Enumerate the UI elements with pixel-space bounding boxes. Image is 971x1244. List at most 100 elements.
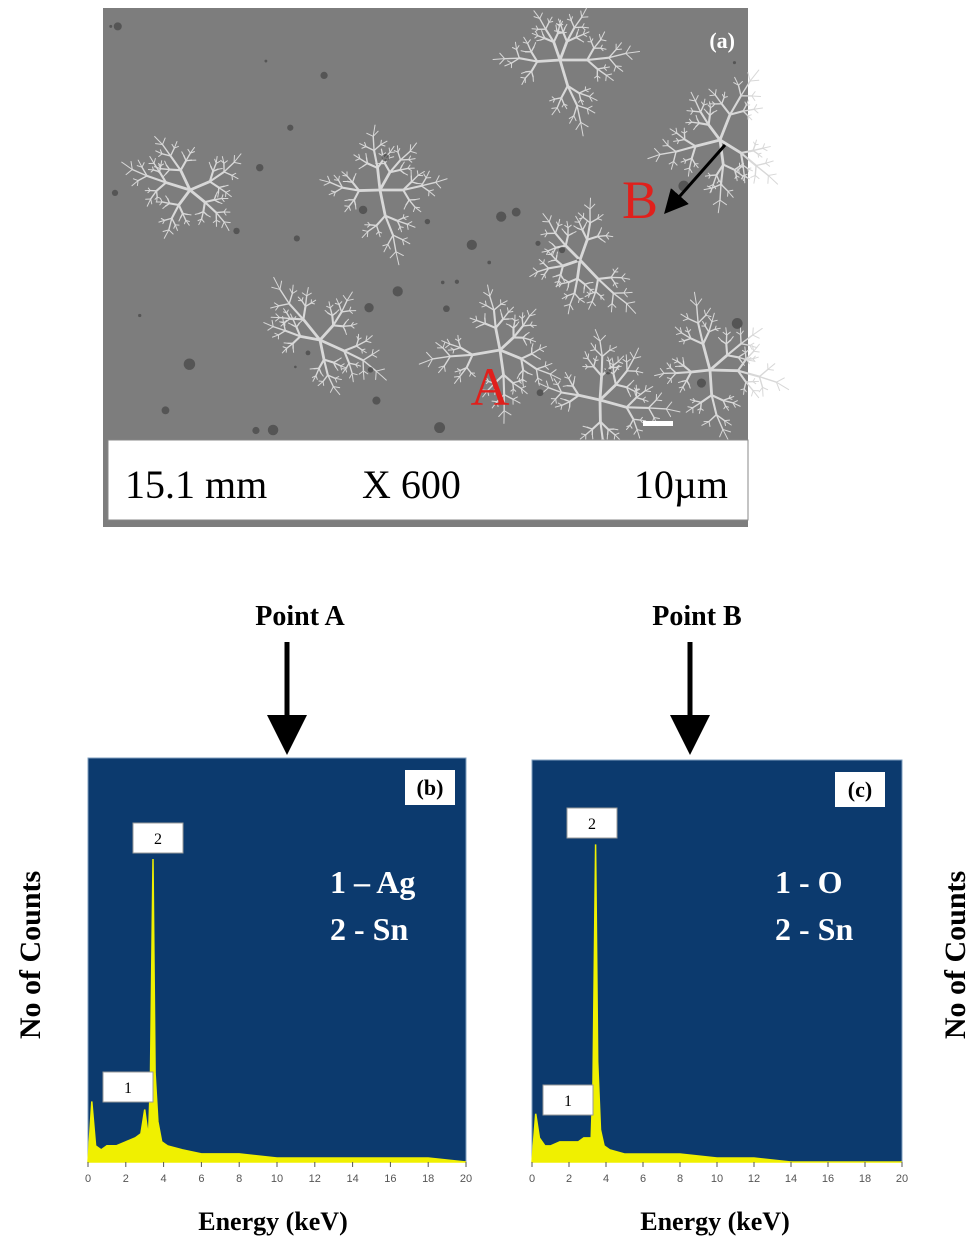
- dendrite: [403, 215, 404, 218]
- dendrite: [341, 366, 342, 370]
- dendrite: [754, 142, 756, 145]
- dendrite: [701, 402, 702, 408]
- speck: [256, 164, 263, 171]
- speck: [138, 314, 141, 317]
- panel-label: (c): [848, 777, 872, 802]
- speck: [537, 389, 544, 396]
- magnification: X 600: [362, 462, 461, 507]
- dendrite: [526, 71, 532, 72]
- speck: [294, 366, 297, 369]
- dendrite: [290, 319, 303, 320]
- dendrite: [756, 163, 766, 165]
- dendrite: [683, 357, 684, 361]
- speck: [697, 378, 706, 387]
- dendrite: [752, 96, 761, 97]
- dendrite: [745, 352, 746, 359]
- speck: [233, 228, 239, 234]
- x-tick-label: 8: [677, 1173, 683, 1185]
- dendrite: [183, 213, 188, 214]
- speck: [268, 425, 278, 435]
- speck: [577, 259, 580, 262]
- dendrite: [753, 151, 758, 154]
- x-tick-label: 10: [711, 1173, 723, 1185]
- speck: [559, 247, 565, 253]
- dendrite: [768, 364, 775, 370]
- speck: [443, 305, 450, 312]
- dendrite: [376, 371, 377, 379]
- dendrite: [521, 77, 526, 78]
- speck: [364, 303, 373, 312]
- x-tick-label: 20: [460, 1173, 472, 1185]
- speck: [733, 61, 736, 64]
- speck: [162, 406, 170, 414]
- dendrite: [454, 376, 460, 377]
- dendrite: [759, 377, 762, 388]
- panel-label: (b): [417, 775, 444, 800]
- dendrite: [744, 389, 745, 395]
- x-tick-label: 2: [123, 1173, 129, 1185]
- dendrite: [755, 166, 756, 176]
- dendrite: [750, 70, 759, 81]
- dendrite: [332, 316, 333, 326]
- x-tick-label: 4: [161, 1173, 167, 1185]
- dendrite: [633, 419, 640, 420]
- dendrite: [513, 383, 514, 389]
- dendrite: [554, 384, 558, 385]
- dendrite: [523, 325, 530, 326]
- dendrite: [720, 184, 721, 200]
- dendrite: [748, 116, 752, 120]
- dendrite: [602, 356, 603, 375]
- dendrite: [589, 282, 593, 283]
- dendrite: [710, 370, 738, 371]
- dendrite: [347, 181, 352, 182]
- dendrite: [687, 111, 693, 112]
- dendrite: [343, 176, 347, 177]
- dendrite: [606, 75, 607, 80]
- element-label: 2 - Sn: [775, 911, 853, 947]
- speck: [455, 280, 459, 284]
- peak-label: 2: [154, 831, 162, 848]
- x-tick-label: 0: [529, 1173, 535, 1185]
- dendrite: [768, 176, 777, 185]
- dendrite: [750, 343, 754, 345]
- dendrite: [627, 407, 649, 408]
- dendrite: [705, 323, 706, 326]
- speck: [306, 350, 311, 355]
- x-tick-label: 6: [198, 1173, 204, 1185]
- speck: [393, 286, 403, 296]
- speck: [535, 241, 540, 246]
- dendrite: [753, 328, 754, 335]
- speck: [359, 206, 367, 214]
- x-tick-label: 16: [822, 1173, 834, 1185]
- dendrite: [710, 370, 712, 395]
- dendrite: [218, 193, 219, 197]
- dendrite: [753, 391, 759, 398]
- dendrite: [359, 190, 380, 191]
- x-tick-label: 8: [236, 1173, 242, 1185]
- dendrite: [614, 435, 615, 439]
- speck: [382, 154, 389, 161]
- y-axis-label: No of Counts: [14, 871, 47, 1039]
- dendrite: [752, 96, 755, 101]
- dendrite: [726, 344, 727, 355]
- dendrite: [323, 381, 324, 385]
- speck: [320, 72, 327, 79]
- dendrite: [537, 60, 560, 61]
- dendrite: [556, 25, 557, 29]
- x-tick-label: 18: [859, 1173, 871, 1185]
- speck: [434, 422, 445, 433]
- dendrite: [460, 376, 461, 382]
- dendrite: [776, 378, 784, 382]
- dendrite: [592, 435, 593, 439]
- dendrite: [683, 361, 684, 366]
- dendrite: [286, 348, 287, 352]
- scale-bar: [643, 421, 673, 426]
- dendrite: [373, 136, 374, 150]
- dendrite: [556, 399, 557, 403]
- speck: [368, 367, 374, 373]
- peak-label: 1: [564, 1093, 572, 1110]
- element-label: 1 – Ag: [330, 864, 415, 900]
- dendrite: [754, 175, 755, 183]
- speck: [184, 358, 195, 369]
- speck: [109, 25, 112, 28]
